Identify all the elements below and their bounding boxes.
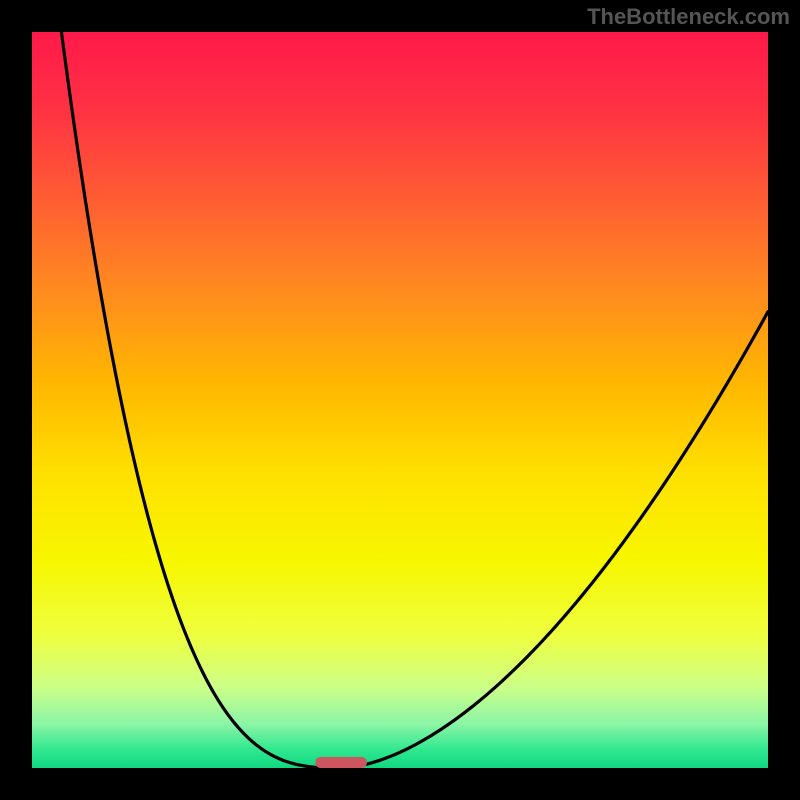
minimum-marker: [315, 757, 367, 768]
watermark-text: TheBottleneck.com: [587, 4, 790, 30]
plot-background: [32, 32, 768, 768]
chart-canvas: TheBottleneck.com: [0, 0, 800, 800]
chart-svg: [0, 0, 800, 800]
